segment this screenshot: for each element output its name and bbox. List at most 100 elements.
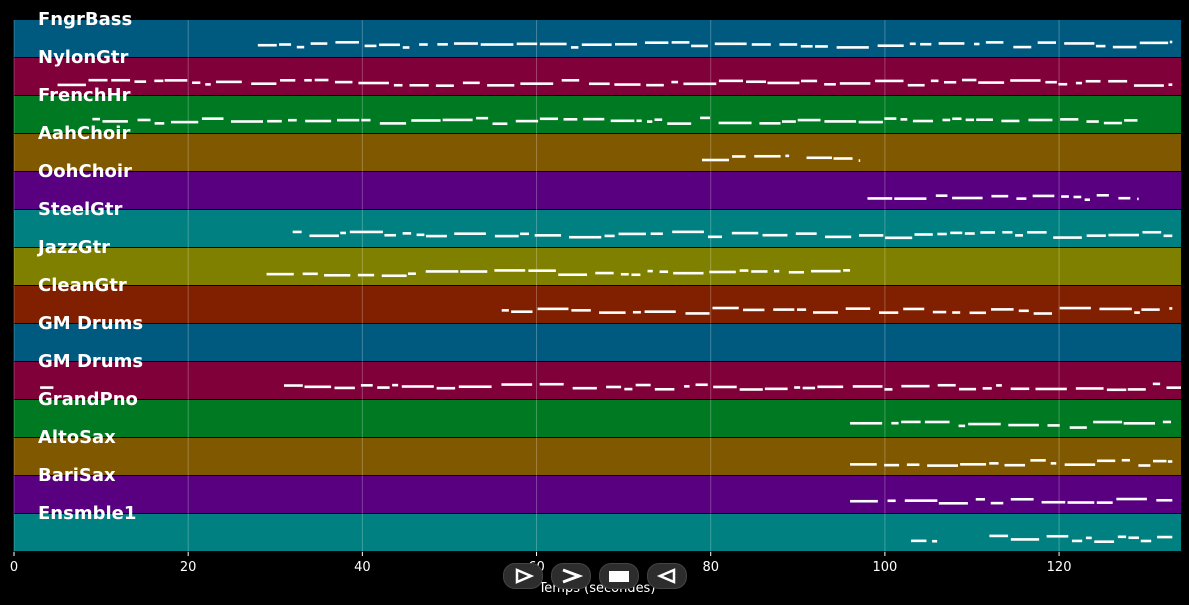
note-mark xyxy=(1069,426,1087,429)
note-mark xyxy=(985,41,1004,44)
note-mark xyxy=(739,388,763,391)
note-mark xyxy=(1030,459,1046,462)
track-lane xyxy=(14,20,1181,57)
stop-icon xyxy=(609,571,629,582)
note-mark xyxy=(360,384,373,387)
note-mark xyxy=(1137,197,1139,201)
note-mark xyxy=(952,196,983,200)
note-mark xyxy=(759,122,781,125)
note-mark xyxy=(402,46,410,49)
note-mark xyxy=(620,272,629,276)
note-mark xyxy=(1138,464,1151,467)
note-mark xyxy=(572,386,597,390)
note-mark xyxy=(88,78,108,82)
note-mark xyxy=(377,386,390,389)
note-mark xyxy=(878,311,899,314)
note-mark xyxy=(989,462,999,465)
note-mark xyxy=(632,310,641,314)
track-name: SteelGtr xyxy=(38,199,123,220)
note-mark xyxy=(982,387,992,390)
note-mark xyxy=(654,387,675,391)
note-mark xyxy=(408,272,416,275)
note-mark xyxy=(1008,423,1039,427)
play-button[interactable] xyxy=(503,563,543,589)
note-mark xyxy=(1166,386,1181,389)
note-mark xyxy=(624,387,633,391)
note-mark xyxy=(401,385,434,388)
note-mark xyxy=(487,84,515,87)
note-mark xyxy=(335,41,359,44)
note-mark xyxy=(314,78,329,82)
note-mark xyxy=(1169,307,1173,310)
note-mark xyxy=(1097,459,1116,463)
track-lane xyxy=(14,134,1181,171)
note-mark xyxy=(836,46,869,49)
note-mark xyxy=(906,463,920,467)
note-mark xyxy=(709,270,736,274)
note-mark xyxy=(647,269,653,273)
note-mark xyxy=(762,233,788,237)
note-mark xyxy=(1106,388,1127,392)
note-mark xyxy=(453,42,478,45)
note-mark xyxy=(425,234,447,238)
note-mark xyxy=(958,424,966,428)
note-mark xyxy=(1058,82,1068,86)
track-lane xyxy=(14,476,1181,513)
note-mark xyxy=(257,43,277,47)
note-mark xyxy=(511,310,533,314)
note-mark xyxy=(1124,119,1138,122)
note-mark xyxy=(1028,118,1053,122)
note-mark xyxy=(884,117,897,120)
note-mark xyxy=(901,420,921,424)
fast-forward-button[interactable] xyxy=(551,563,591,589)
note-mark xyxy=(644,310,676,313)
note-mark xyxy=(337,118,360,122)
note-mark xyxy=(909,42,916,46)
note-mark xyxy=(614,83,641,86)
note-mark xyxy=(684,385,690,388)
note-mark xyxy=(1127,388,1146,391)
rewind-button[interactable] xyxy=(647,563,687,589)
note-mark xyxy=(1108,233,1140,237)
note-mark xyxy=(877,44,904,48)
note-mark xyxy=(695,383,708,387)
note-mark xyxy=(975,498,985,501)
note-mark xyxy=(796,308,807,311)
note-mark xyxy=(357,273,375,277)
note-mark xyxy=(1121,458,1130,462)
track-lane xyxy=(14,172,1181,209)
note-mark xyxy=(1142,230,1162,234)
note-mark xyxy=(1032,194,1055,198)
stop-button[interactable] xyxy=(599,563,639,589)
track-lane xyxy=(14,362,1181,399)
note-mark xyxy=(349,230,383,234)
note-mark xyxy=(392,383,399,387)
note-mark xyxy=(1010,387,1030,391)
note-mark xyxy=(965,118,975,122)
note-mark xyxy=(935,194,948,197)
note-mark xyxy=(764,387,788,391)
note-mark xyxy=(561,79,580,82)
note-mark xyxy=(920,42,932,46)
note-mark xyxy=(494,269,526,272)
note-mark xyxy=(606,385,622,389)
note-mark xyxy=(1061,195,1069,198)
note-mark xyxy=(1010,538,1040,541)
note-mark xyxy=(1064,463,1096,466)
note-mark xyxy=(779,43,798,46)
note-mark xyxy=(646,83,664,87)
note-mark xyxy=(714,42,747,46)
note-mark xyxy=(1037,41,1056,44)
note-mark xyxy=(411,119,441,122)
note-mark xyxy=(558,273,588,277)
note-mark xyxy=(659,270,669,274)
note-mark xyxy=(134,80,147,83)
note-mark xyxy=(309,234,339,238)
note-mark xyxy=(958,387,977,391)
note-mark xyxy=(381,274,407,278)
track-lane xyxy=(14,286,1181,323)
note-mark xyxy=(1046,534,1069,538)
note-mark xyxy=(961,78,977,82)
note-mark xyxy=(1064,42,1095,45)
note-mark xyxy=(516,42,538,46)
